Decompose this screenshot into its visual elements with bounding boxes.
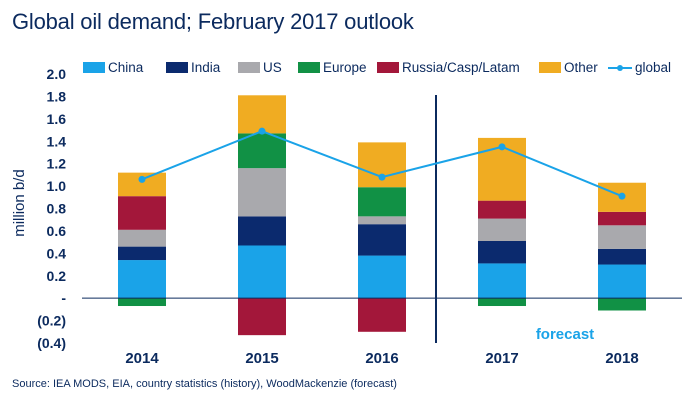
bar-us-2016 (358, 216, 406, 225)
source-note: Source: IEA MODS, EIA, country statistic… (12, 378, 397, 390)
bar-india-2018 (598, 248, 646, 265)
legend-label: Europe (323, 60, 367, 75)
global-point-2018 (618, 192, 626, 200)
bar-us-2017 (478, 218, 526, 242)
y-axis-title: million b/d (11, 169, 28, 237)
y-tick-label: (0.2) (37, 313, 66, 329)
legend-label: global (635, 60, 671, 75)
bar-russia-casp-latam-2015 (238, 298, 286, 336)
legend-global-marker (617, 65, 623, 71)
bar-russia-casp-latam-2016 (358, 298, 406, 332)
bar-russia-casp-latam-2017 (478, 200, 526, 219)
bar-europe-2017 (478, 298, 526, 307)
x-tick-label: 2018 (605, 350, 638, 367)
y-tick-label: 1.4 (47, 133, 67, 149)
legend-swatch (238, 62, 260, 73)
legend-label: Other (564, 60, 598, 75)
bar-us-2014 (118, 229, 166, 247)
y-tick-label: (0.4) (37, 335, 66, 351)
global-point-2017 (498, 143, 506, 151)
y-tick-label: - (61, 290, 66, 306)
x-tick-label: 2017 (485, 350, 518, 367)
bar-china-2016 (358, 255, 406, 299)
legend-swatch (166, 62, 188, 73)
legend-swatch (539, 62, 561, 73)
bar-us-2015 (238, 168, 286, 217)
bar-russia-casp-latam-2014 (118, 196, 166, 230)
bar-other-2014 (118, 172, 166, 197)
legend-label: India (191, 60, 221, 75)
global-point-2016 (378, 173, 386, 181)
global-line (138, 127, 626, 200)
y-tick-label: 0.6 (47, 223, 67, 239)
bar-china-2017 (478, 263, 526, 299)
global-point-2014 (138, 175, 146, 183)
bar-europe-2015 (238, 133, 286, 169)
y-axis: 2.0 1.8 1.6 1.4 1.2 1.0 0.8 0.6 0.4 0.2 - (0.2) (0.4… (37, 66, 66, 351)
x-tick-label: 2015 (245, 350, 278, 367)
bar-india-2016 (358, 224, 406, 256)
bar-europe-2014 (118, 298, 166, 307)
global-point-2015 (258, 127, 266, 135)
bars (118, 95, 646, 336)
y-tick-label: 1.2 (47, 156, 67, 172)
y-tick-label: 2.0 (47, 66, 67, 82)
legend-label: US (263, 60, 282, 75)
legend-swatch (83, 62, 105, 73)
legend-label: China (108, 60, 144, 75)
chart-title: Global oil demand; February 2017 outlook (12, 9, 414, 34)
x-tick-label: 2016 (365, 350, 398, 367)
y-tick-label: 1.8 (47, 88, 67, 104)
x-axis: 2014 2015 2016 2017 2018 (125, 350, 638, 367)
bar-us-2018 (598, 225, 646, 249)
bar-other-2015 (238, 95, 286, 134)
y-tick-label: 1.6 (47, 111, 67, 127)
y-tick-label: 1.0 (47, 178, 67, 194)
legend: China India US Europe Russia/Casp/Latam Other… (83, 60, 671, 75)
bar-china-2015 (238, 245, 286, 299)
bar-europe-2016 (358, 187, 406, 217)
x-tick-label: 2014 (125, 350, 159, 367)
legend-label: Russia/Casp/Latam (402, 60, 520, 75)
bar-china-2014 (118, 260, 166, 299)
bar-russia-casp-latam-2018 (598, 211, 646, 226)
bar-china-2018 (598, 264, 646, 299)
legend-swatch (377, 62, 399, 73)
bar-india-2017 (478, 241, 526, 264)
y-tick-label: 0.4 (47, 245, 67, 261)
bar-europe-2018 (598, 298, 646, 311)
legend-swatch (298, 62, 320, 73)
y-tick-label: 0.2 (47, 268, 67, 284)
bar-india-2015 (238, 216, 286, 246)
bar-india-2014 (118, 246, 166, 261)
forecast-annotation: forecast (536, 326, 594, 343)
y-tick-label: 0.8 (47, 201, 67, 217)
